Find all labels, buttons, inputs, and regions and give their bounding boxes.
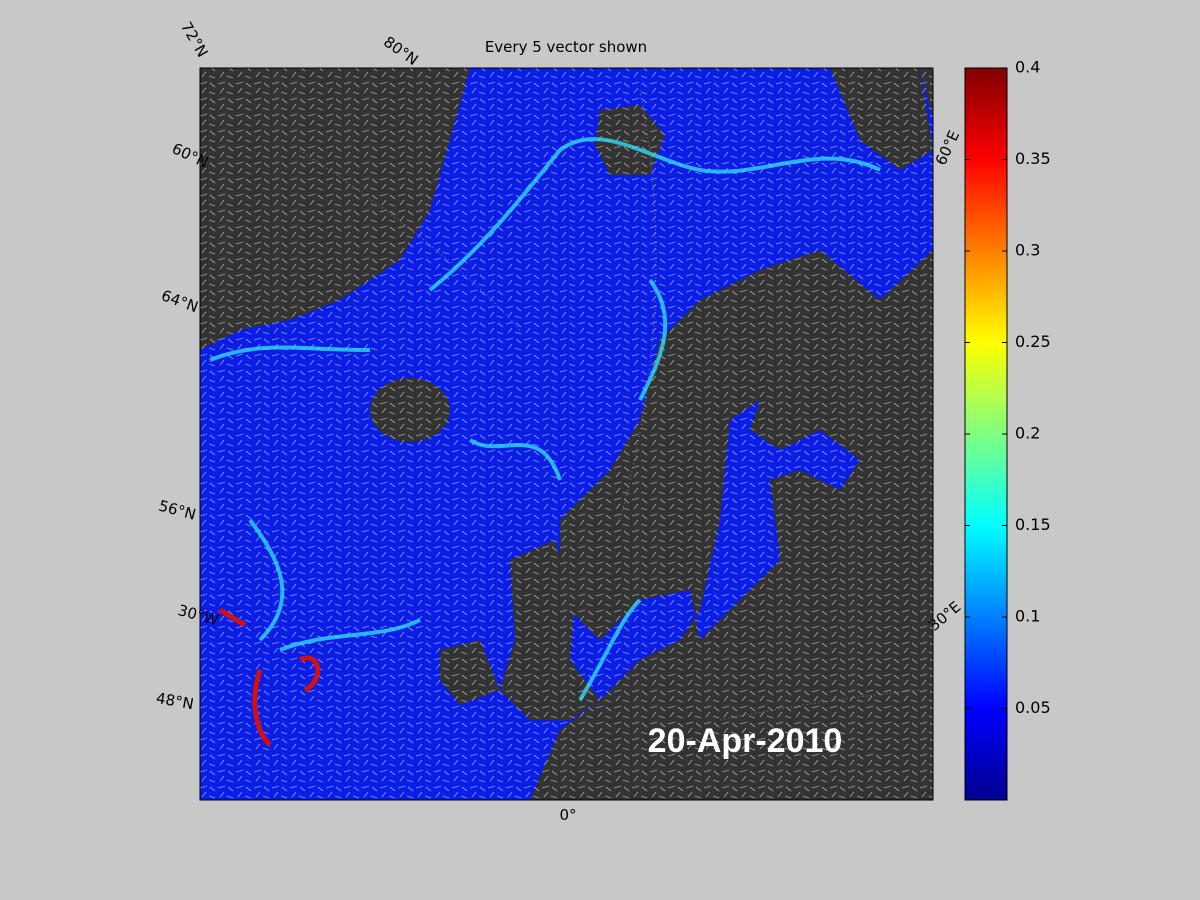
colorbar-tick-label: 0.2	[1015, 424, 1040, 443]
graticule-label: 60°E	[932, 128, 964, 168]
colorbar-tick-label: 0.35	[1015, 149, 1051, 168]
graticule-label: 72°N	[177, 19, 211, 61]
colorbar-tick-label: 0.1	[1015, 607, 1040, 626]
date-label: 20-Apr-2010	[648, 722, 843, 760]
colorbar-tick-label: 0.25	[1015, 332, 1051, 351]
graticule-label: 48°N	[155, 689, 195, 713]
graticule	[299, 89, 921, 721]
map-frame	[199, 67, 934, 801]
graticule-label: 56°N	[157, 497, 198, 524]
colorbar-tick-label: 0.4	[1015, 58, 1040, 77]
map-title: Every 5 vector shown	[485, 38, 647, 56]
vector-field	[200, 68, 933, 800]
graticule-label: 0°	[559, 806, 576, 824]
graticule-label: 64°N	[159, 286, 201, 316]
graticule-label: 80°N	[380, 33, 421, 69]
colorbar-tick-label: 0.05	[1015, 698, 1051, 717]
map-area	[200, 68, 933, 800]
colorbar-tick-label: 0.3	[1015, 241, 1040, 260]
colorbar-gradient	[964, 67, 1008, 801]
colorbar: 0.05 0.1 0.15 0.2 0.25 0.3 0.35 0.4	[964, 58, 1051, 801]
colorbar-tick-label: 0.15	[1015, 515, 1051, 534]
current-streak	[209, 137, 881, 702]
current-hotspot	[218, 607, 321, 747]
